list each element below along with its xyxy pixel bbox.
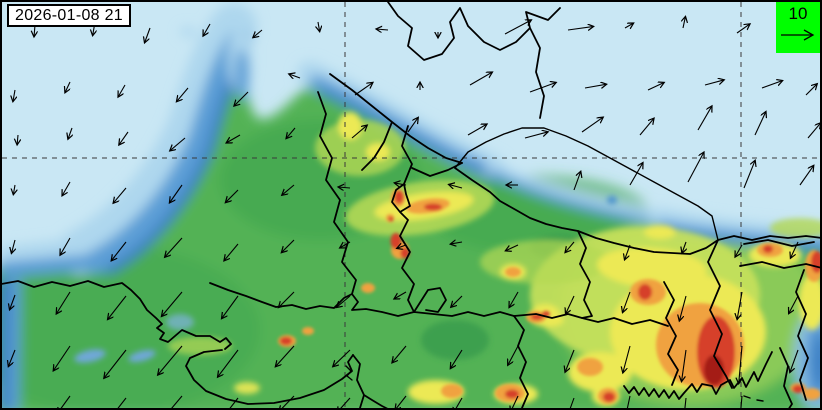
- reference-vector-value: 10: [788, 4, 808, 23]
- timestamp-label: 2026-01-08 21: [7, 4, 131, 27]
- wind-vector-layer: [8, 16, 821, 410]
- reference-arrow-icon: [781, 29, 815, 41]
- reference-vector-legend: 10: [776, 2, 820, 53]
